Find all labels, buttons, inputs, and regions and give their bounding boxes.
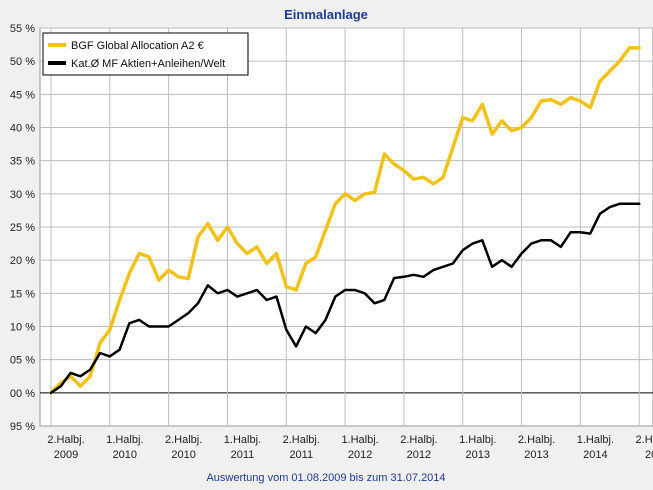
series-line-category: [49, 202, 641, 395]
y-tick-label: 95 %: [10, 421, 35, 433]
legend-label-category: Kat.Ø MF Aktien+Anleihen/Welt: [71, 58, 225, 70]
y-tick-label: 20 %: [10, 255, 35, 267]
x-tick-label-year: 2009: [54, 449, 78, 461]
x-tick-label-year: 2010: [113, 449, 137, 461]
legend-box: [42, 32, 249, 76]
y-tick-label: 30 %: [10, 189, 35, 201]
y-tick-label: 25 %: [10, 222, 35, 234]
x-tick-label-year: 2014: [583, 449, 607, 461]
x-tick-label-year: 2013: [465, 449, 489, 461]
x-tick-label-year: 2012: [348, 449, 372, 461]
y-tick-label: 15 %: [10, 288, 35, 300]
y-tick-label: 45 %: [10, 89, 35, 101]
y-tick-label: 35 %: [10, 156, 35, 168]
x-tick-label-period: 2.Halbj.: [518, 434, 555, 446]
y-tick-label: 05 %: [10, 355, 35, 367]
x-axis: 2.Halbj. 2009 1.Halbj. 2010 2.Halbj. 2010 1.Ha…: [47, 434, 653, 461]
y-tick-label: 10 %: [10, 322, 35, 334]
x-tick-label-period: 1.Halbj.: [341, 434, 378, 446]
series-line-fund: [49, 46, 641, 395]
x-tick-label-period: 2.Halbj.: [283, 434, 320, 446]
evaluation-period-note: Auswertung vom 01.08.2009 bis zum 31.07.…: [206, 472, 445, 484]
x-tick-label-year: 2011: [289, 449, 313, 461]
legend: BGF Global Allocation A2 € Kat.Ø MF Akti…: [42, 32, 249, 76]
x-tick-label-period: 1.Halbj.: [224, 434, 261, 446]
x-tick-label-period: 1.Halbj.: [459, 434, 496, 446]
x-tick-label-period: 1.Halbj.: [106, 434, 143, 446]
x-tick-label-year: 2013: [524, 449, 548, 461]
x-tick-label-year: 2011: [231, 449, 255, 461]
x-tick-label-period: 2.Halbj.: [636, 434, 653, 446]
x-tick-label-year: 2012: [407, 449, 431, 461]
y-axis: 95 % 00 % 05 % 10 % 15 % 20 % 25 % 30 % 35 % 40 %…: [10, 23, 35, 433]
y-tick-label: 00 %: [10, 388, 35, 400]
x-tick-label-period: 1.Halbj.: [577, 434, 614, 446]
legend-label-fund: BGF Global Allocation A2 €: [71, 40, 204, 52]
x-tick-label-period: 2.Halbj.: [165, 434, 202, 446]
x-tick-label-period: 2.Halbj.: [47, 434, 84, 446]
y-tick-label: 55 %: [10, 23, 35, 35]
x-tick-label-period: 2.Halbj.: [400, 434, 437, 446]
chart-title: Einmalanlage: [284, 7, 368, 22]
y-tick-label: 40 %: [10, 123, 35, 135]
y-tick-label: 50 %: [10, 56, 35, 68]
x-tick-label-year: 201: [645, 449, 653, 461]
series-lines: [49, 46, 641, 395]
x-tick-label-year: 2010: [171, 449, 195, 461]
